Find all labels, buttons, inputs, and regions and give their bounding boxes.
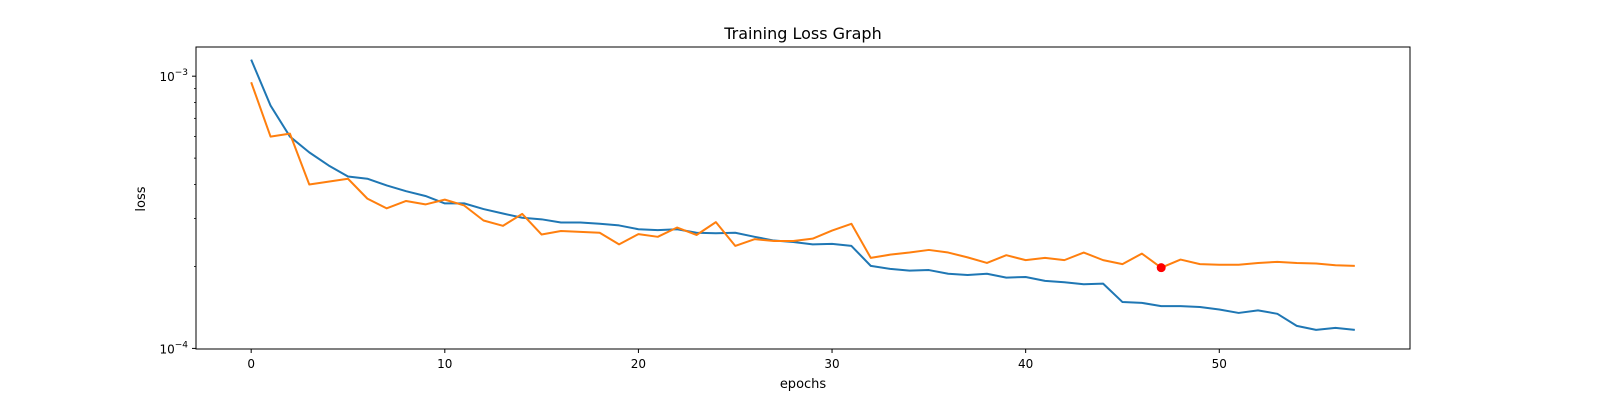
x-axis: 0 10 20 30 40 50 <box>247 349 1227 371</box>
highlight-marker <box>1156 263 1166 273</box>
series-2-line <box>250 81 1355 269</box>
x-tick-label: 30 <box>824 357 839 371</box>
x-tick-label: 20 <box>631 357 646 371</box>
y-axis-label: loss <box>134 186 149 211</box>
y-tick-label: 10−3 <box>159 68 188 84</box>
plot-area <box>195 46 1411 350</box>
y-axis: 10−4 10−3 <box>159 68 196 356</box>
series-1-line <box>250 59 1355 331</box>
x-axis-label: epochs <box>780 377 827 392</box>
axes-frame <box>195 46 1411 350</box>
x-tick-label: 40 <box>1018 357 1033 371</box>
x-tick-label: 50 <box>1212 357 1227 371</box>
x-tick-label: 10 <box>437 357 452 371</box>
y-tick-label: 10−4 <box>159 340 188 356</box>
x-tick-label: 0 <box>247 357 255 371</box>
chart-title: Training Loss Graph <box>723 24 881 43</box>
